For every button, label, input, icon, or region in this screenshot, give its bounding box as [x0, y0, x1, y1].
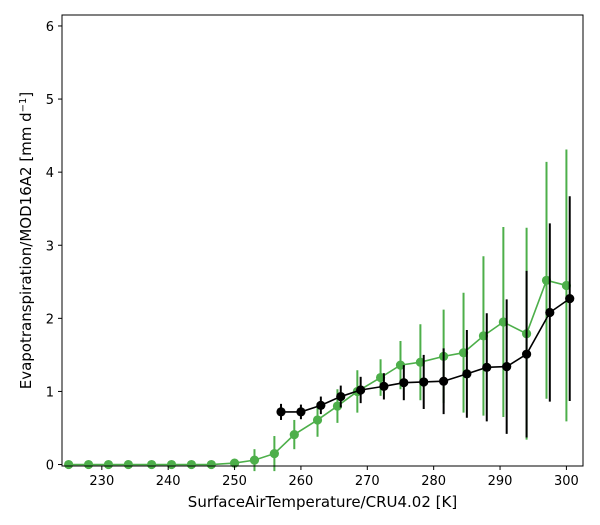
x-tick-label: 290: [488, 474, 513, 489]
series-1: [276, 196, 575, 438]
x-axis-label: SurfaceAirTemperature/CRU4.02 [K]: [188, 493, 457, 511]
series-0: [64, 149, 572, 472]
x-tick-label: 260: [289, 474, 314, 489]
x-tick-label: 300: [554, 474, 579, 489]
data-point: [289, 429, 299, 440]
y-tick-label: 3: [46, 239, 54, 254]
data-point: [83, 459, 94, 470]
data-point: [375, 372, 386, 383]
data-point: [541, 275, 552, 285]
y-tick-label: 0: [46, 459, 54, 474]
data-point: [565, 294, 575, 304]
y-tick-label: 1: [46, 385, 54, 400]
x-tick-label: 270: [355, 474, 380, 489]
data-point: [482, 362, 492, 372]
data-point: [336, 391, 346, 402]
data-point: [276, 407, 286, 417]
series-layer: [64, 149, 575, 472]
data-point: [312, 415, 323, 425]
y-tick-label: 6: [46, 20, 54, 35]
data-point: [521, 349, 532, 359]
data-point: [123, 459, 133, 470]
data-point: [356, 385, 366, 395]
data-point: [206, 459, 216, 470]
data-point: [296, 407, 306, 417]
x-tick-label: 230: [89, 474, 114, 489]
series-line: [68, 279, 567, 466]
ticks-layer: 230 240 250 260 270 280 290 300 0 1 2 3 4 5 6: [46, 20, 579, 489]
data-point: [561, 280, 572, 291]
axes-frame: [61, 14, 584, 467]
data-point: [439, 376, 449, 386]
data-point: [186, 459, 197, 470]
data-point: [545, 307, 555, 318]
data-point: [332, 401, 343, 411]
y-axis-label-main: Evapotranspiration/MOD16A2 [mm d: [17, 112, 35, 389]
data-point: [415, 357, 425, 367]
data-point: [399, 378, 409, 388]
data-point: [462, 369, 472, 379]
data-point: [229, 458, 240, 468]
x-tick-label: 240: [156, 474, 181, 489]
data-point: [502, 361, 512, 372]
data-point: [269, 448, 279, 459]
data-point: [249, 455, 260, 465]
y-tick-label: 4: [46, 166, 54, 181]
data-point: [395, 360, 406, 370]
y-axis-label-end: ]: [17, 92, 35, 98]
x-tick-label: 280: [421, 474, 446, 489]
y-axis-label-sup: −1: [18, 98, 29, 113]
x-tick-label: 250: [222, 474, 247, 489]
data-point: [146, 459, 157, 470]
data-point: [64, 459, 74, 470]
data-point: [103, 459, 114, 470]
y-axis-label: Evapotranspiration/MOD16A2 [mm d−1]: [17, 92, 35, 390]
y-tick-label: 2: [46, 312, 54, 327]
data-point: [316, 400, 326, 410]
data-point: [458, 348, 469, 358]
y-tick-label: 5: [46, 93, 54, 108]
data-point: [419, 377, 429, 387]
data-point: [379, 381, 389, 391]
data-point: [478, 331, 489, 341]
data-point: [166, 459, 177, 470]
data-point: [498, 317, 508, 327]
